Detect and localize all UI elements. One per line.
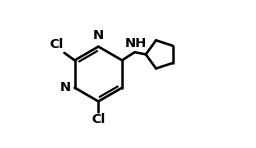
Text: N: N bbox=[59, 81, 71, 94]
Text: NH: NH bbox=[124, 37, 146, 49]
Text: N: N bbox=[93, 29, 104, 42]
Text: Cl: Cl bbox=[91, 113, 105, 126]
Text: Cl: Cl bbox=[49, 38, 63, 51]
